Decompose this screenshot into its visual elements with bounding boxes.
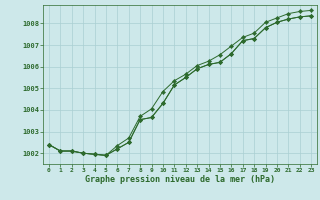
X-axis label: Graphe pression niveau de la mer (hPa): Graphe pression niveau de la mer (hPa) <box>85 175 275 184</box>
